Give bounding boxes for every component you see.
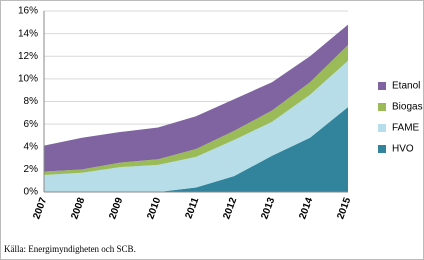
y-tick-label: 12% <box>18 51 38 62</box>
source-note: Källa: Energimyndigheten och SCB. <box>4 244 136 254</box>
legend-label: Biogas <box>392 102 423 113</box>
area <box>44 60 348 193</box>
y-tick-label: 2% <box>24 164 39 175</box>
legend-swatch <box>378 103 386 111</box>
y-tick-label: 4% <box>24 141 39 152</box>
y-tick-label: 14% <box>18 28 38 39</box>
y-tick-label: 0% <box>24 187 39 198</box>
legend-swatch <box>378 82 386 90</box>
legend-swatch <box>378 124 386 132</box>
legend-label: FAME <box>392 123 420 134</box>
y-tick-label: 10% <box>18 74 38 85</box>
y-tick-label: 6% <box>24 119 39 130</box>
y-tick-label: 16% <box>18 6 38 17</box>
y-tick-label: 8% <box>24 96 39 107</box>
legend-label: Etanol <box>392 81 420 92</box>
legend-swatch <box>378 145 386 153</box>
area <box>44 107 348 192</box>
legend-label: HVO <box>392 144 414 155</box>
area <box>44 24 348 172</box>
